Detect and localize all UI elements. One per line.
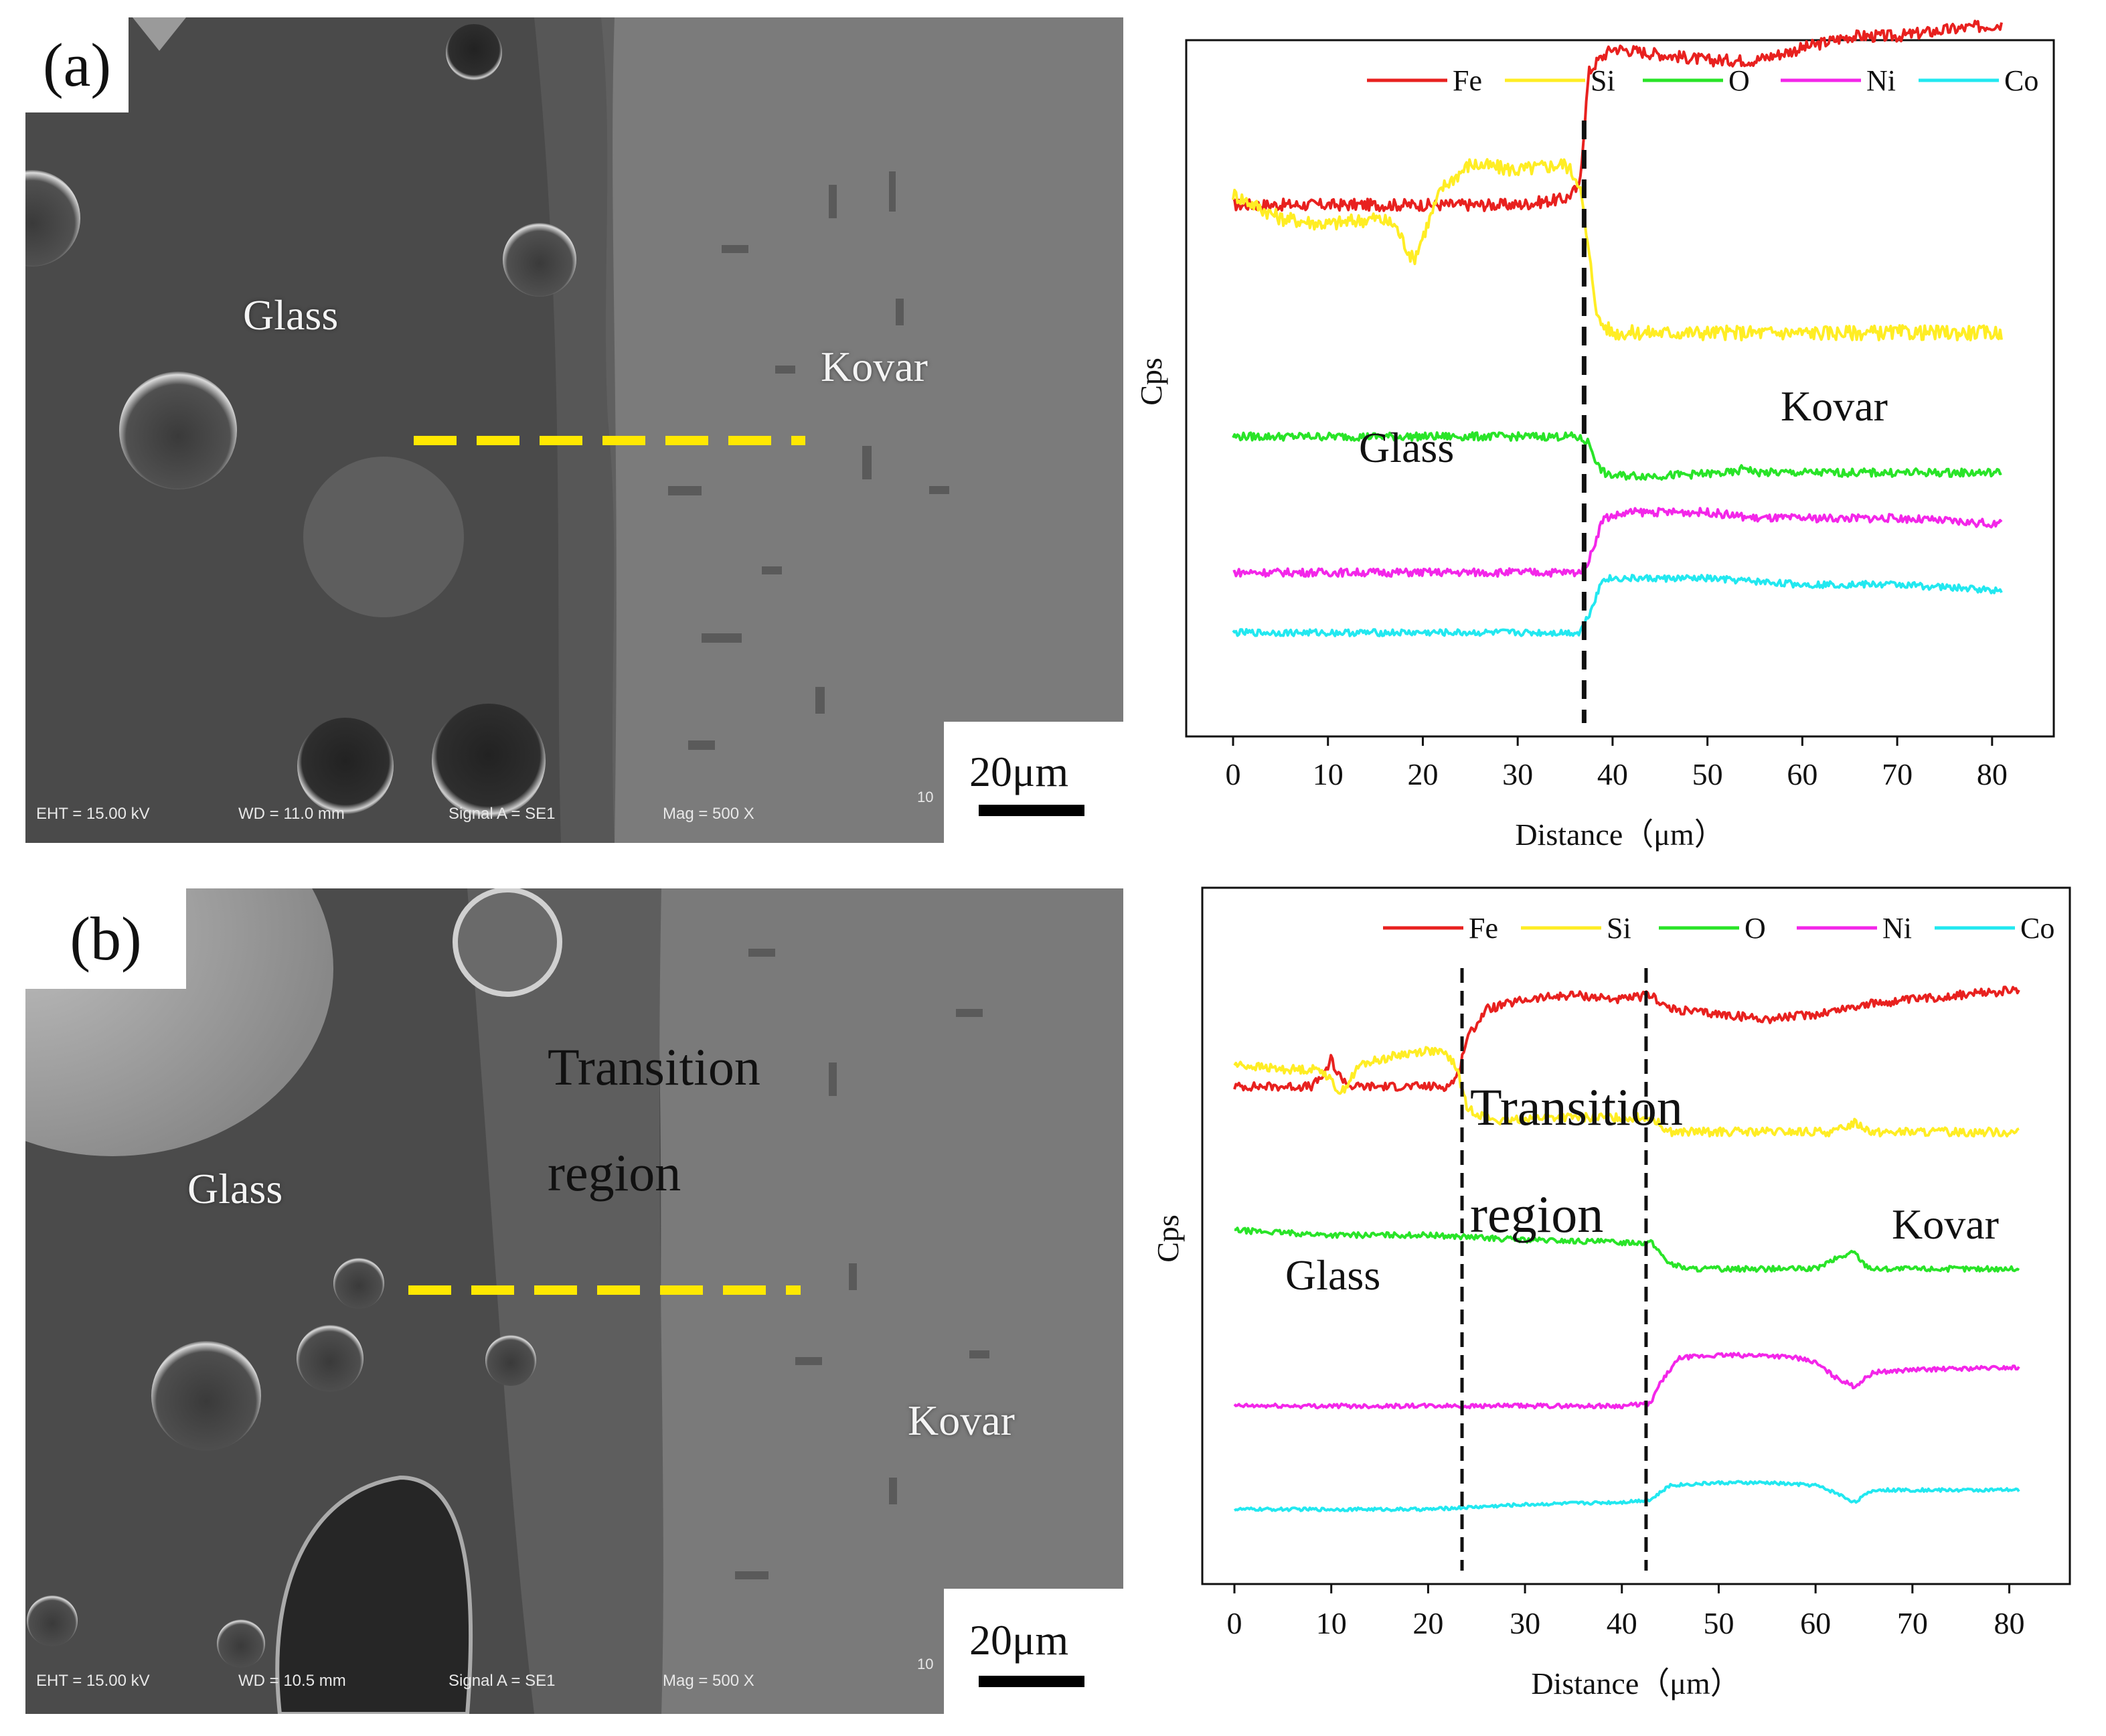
series-line-o (1234, 1227, 2020, 1273)
pore (297, 1325, 363, 1392)
sem-image-a: (a) Glass Kovar EHT = 15.00 kV WD = 11.0… (25, 17, 1123, 843)
sem-region-label-b: region (548, 1143, 681, 1202)
scale-bar-box-a: 20μm (944, 722, 1123, 843)
x-axis-title: Distance（μm） (1531, 1666, 1740, 1701)
scale-bar-box-b: 20μm (944, 1589, 1123, 1714)
sem-micrograph-a (25, 17, 1123, 843)
sem-mag-b: Mag = 500 X (663, 1672, 754, 1690)
x-tick-label: 10 (1316, 1606, 1347, 1640)
line-scan-chart-b: 0 10 20 30 40 50 60 70 80 Distance（μm） Cps Fe Si O Ni C… (1151, 886, 2071, 1701)
series-line-si (1233, 1046, 2020, 1138)
x-tick-label: 70 (1882, 757, 1913, 791)
legend-label-o: O (1728, 64, 1750, 97)
legend-label-si: Si (1607, 912, 1631, 945)
x-tick-label: 0 (1226, 757, 1241, 791)
series-line-si (1232, 158, 2003, 341)
scale-bar-label-a: 20μm (969, 748, 1069, 795)
legend-label-fe: Fe (1453, 64, 1482, 97)
legend-label-ni: Ni (1866, 64, 1896, 97)
pore (217, 1620, 265, 1668)
chart-annotation: Glass (1285, 1251, 1380, 1299)
sem-transition-label-b: Transition (548, 1038, 760, 1096)
pore (432, 704, 546, 817)
pore (297, 718, 394, 814)
plot-frame (1185, 39, 2055, 738)
scale-bar-label-b: 20μm (969, 1616, 1069, 1664)
plot-frame (1201, 886, 2071, 1585)
chart-annotation: region (1470, 1185, 1603, 1243)
sem-signal-b: Signal A = SE1 (449, 1672, 556, 1690)
series-line-co (1232, 574, 2003, 637)
series-line-fe (1232, 19, 2003, 212)
sem-glass-label-b: Glass (187, 1165, 283, 1212)
legend-label-co: Co (2020, 912, 2054, 945)
sem-kovar-label-a: Kovar (821, 343, 928, 390)
pore (503, 223, 576, 297)
series-line-ni (1232, 507, 2003, 578)
pore (27, 1595, 78, 1646)
pore (446, 24, 502, 80)
sem-tick-b: 10 (917, 1656, 934, 1672)
sem-glass-label-a: Glass (243, 291, 339, 339)
sem-eht-b: EHT = 15.00 kV (36, 1672, 150, 1690)
chart-annotation: Glass (1359, 424, 1454, 471)
sem-wd-b: WD = 10.5 mm (238, 1672, 346, 1690)
pore (333, 1258, 384, 1309)
sem-kovar-label-b: Kovar (908, 1397, 1015, 1444)
pore (303, 457, 464, 617)
x-tick-label: 40 (1597, 757, 1628, 791)
series-line-fe (1233, 985, 2020, 1093)
legend-label-ni: Ni (1882, 912, 1912, 945)
x-tick-label: 20 (1407, 757, 1438, 791)
chart-annotation: Kovar (1781, 382, 1888, 430)
chart-annotation: Kovar (1892, 1200, 1999, 1248)
pore (151, 1341, 261, 1451)
legend-label-o: O (1745, 912, 1766, 945)
y-axis-title: Cps (1151, 1214, 1185, 1263)
x-tick-label: 30 (1510, 1606, 1540, 1640)
x-tick-label: 0 (1227, 1606, 1242, 1640)
pore (25, 170, 80, 266)
sem-eht-a: EHT = 15.00 kV (36, 805, 150, 823)
kovar-inclusions (668, 171, 949, 750)
x-tick-label: 60 (1800, 1606, 1831, 1640)
sem-signal-a: Signal A = SE1 (449, 805, 556, 823)
sem-tick-a: 10 (917, 789, 934, 805)
series-line-ni (1233, 1352, 2020, 1410)
sem-wd-a: WD = 11.0 mm (238, 805, 345, 823)
sem-mag-a: Mag = 500 X (663, 805, 754, 823)
panel-label-a: (a) (25, 17, 129, 112)
series-line-co (1233, 1480, 2020, 1512)
sem-micrograph-b (25, 888, 1123, 1714)
pore (453, 888, 562, 997)
scale-bar-a (979, 805, 1084, 816)
x-tick-label: 20 (1412, 1606, 1443, 1640)
y-axis-title: Cps (1138, 358, 1168, 406)
pore (119, 372, 237, 489)
kovar-inclusions (735, 949, 989, 1579)
pore (485, 1335, 536, 1386)
x-tick-label: 30 (1502, 757, 1533, 791)
legend-label-fe: Fe (1469, 912, 1498, 945)
scale-bar-b (979, 1676, 1084, 1687)
x-tick-label: 10 (1313, 757, 1344, 791)
x-tick-label: 50 (1703, 1606, 1734, 1640)
x-tick-label: 50 (1692, 757, 1723, 791)
x-tick-label: 70 (1897, 1606, 1928, 1640)
chart-annotation: Transition (1470, 1078, 1683, 1136)
x-tick-label: 60 (1787, 757, 1817, 791)
panel-label-b: (b) (25, 888, 186, 989)
series-line-o (1232, 431, 2002, 481)
crack-pore (275, 1475, 473, 1714)
legend-label-co: Co (2004, 64, 2038, 97)
x-axis-title: Distance（μm） (1515, 817, 1724, 852)
sem-image-b: (b) Glass Transition region Kovar EHT = … (25, 888, 1123, 1714)
x-tick-label: 80 (1977, 757, 2008, 791)
x-tick-label: 80 (1994, 1606, 2025, 1640)
x-tick-label: 40 (1607, 1606, 1637, 1640)
